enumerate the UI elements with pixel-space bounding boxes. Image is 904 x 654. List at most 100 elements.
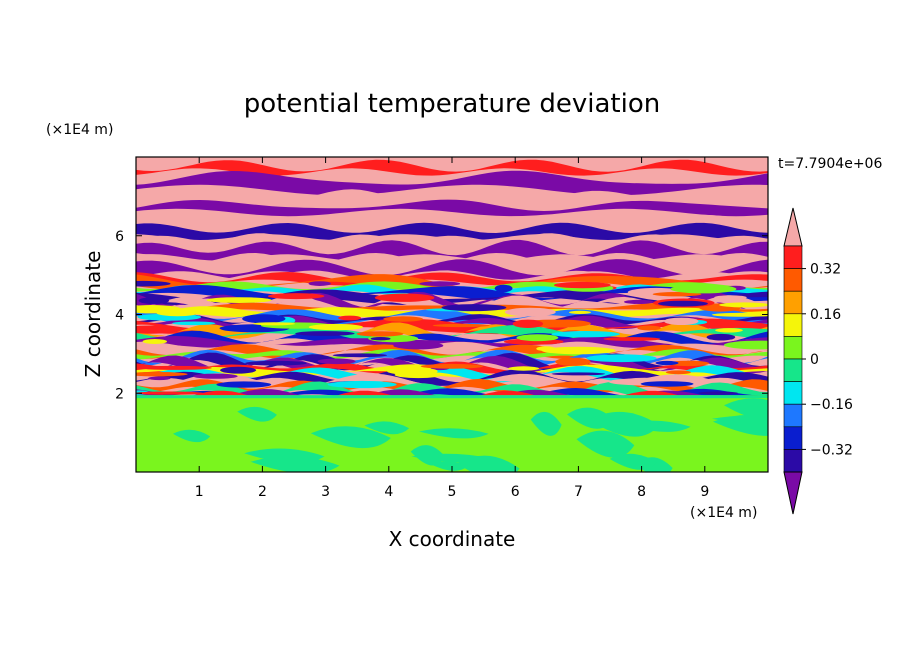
contour-blob <box>504 307 556 317</box>
contour-blob <box>559 290 589 299</box>
x-tick-label: 1 <box>195 484 204 500</box>
x-tick-label: 7 <box>574 484 583 500</box>
contour-blob <box>327 380 397 389</box>
contour-blob <box>664 317 699 325</box>
contour-blob <box>136 325 178 334</box>
lower-swirl <box>237 406 277 422</box>
contour-band <box>136 259 768 282</box>
contour-blob <box>172 321 216 326</box>
contour-blob <box>623 299 654 304</box>
lower-swirl <box>609 453 657 470</box>
lower-swirl <box>588 411 660 437</box>
contour-band <box>136 199 768 217</box>
contour-blob <box>714 295 747 300</box>
contour-blob <box>383 316 423 322</box>
contour-blob <box>252 322 296 326</box>
y-tick-label: 2 <box>115 386 124 402</box>
colorbar-extend-min <box>783 471 803 515</box>
colorbar-segment <box>783 449 803 473</box>
x-unit-label: (×1E4 m) <box>690 505 757 521</box>
contour-blob <box>551 331 620 338</box>
colorbar: 0.32 0.16 0 −0.16 −0.32 <box>783 207 853 515</box>
lower-swirl <box>430 460 468 471</box>
contour-field <box>136 157 768 472</box>
x-tick-label: 9 <box>700 484 709 500</box>
contour-blob <box>136 391 204 395</box>
contour-blob <box>494 284 513 293</box>
y-tick-label: 4 <box>115 308 124 324</box>
contour-blob <box>138 297 170 305</box>
colorbar-tick-label: −0.32 <box>810 442 853 458</box>
contour-blob <box>317 358 356 365</box>
x-axis: 1 2 3 4 5 6 7 8 9 <box>195 157 709 500</box>
colorbar-segment <box>783 336 803 360</box>
colorbar-tick-label: 0.16 <box>810 307 841 323</box>
contour-blob <box>555 357 591 366</box>
contour-band <box>136 222 768 240</box>
colorbar-segment <box>783 381 803 405</box>
contour-blob <box>670 284 737 294</box>
contour-blob <box>536 346 556 352</box>
contour-blob <box>541 346 616 355</box>
x-tick-label: 5 <box>448 484 457 500</box>
contour-blob <box>308 281 331 286</box>
contour-blob <box>216 381 272 388</box>
contour-blob <box>245 360 307 366</box>
colorbar-tick-label: 0.32 <box>810 262 841 278</box>
contour-blob <box>332 353 388 358</box>
lower-swirl <box>310 426 391 449</box>
contour-blob <box>719 302 768 308</box>
contour-blob <box>374 293 435 302</box>
contour-blob <box>206 297 272 303</box>
time-label: t=7.7904e+06 <box>778 156 882 172</box>
y-unit-label: (×1E4 m) <box>46 122 113 138</box>
contour-blob <box>640 381 694 387</box>
contour-blob <box>142 339 167 344</box>
contour-blob <box>603 337 661 341</box>
contour-blob <box>665 370 692 375</box>
contour-blob <box>512 319 544 328</box>
colorbar-segment <box>783 313 803 337</box>
contour-blob <box>667 360 710 367</box>
lower-swirl <box>411 453 492 463</box>
lower-swirl <box>712 414 768 436</box>
contour-blob <box>387 367 438 376</box>
contour-band <box>136 365 768 383</box>
contour-blob <box>267 293 325 300</box>
lower-swirl <box>364 421 410 435</box>
contour-band <box>136 159 768 176</box>
colorbar-segment <box>783 403 803 428</box>
colorbar-segment <box>783 290 803 315</box>
contour-blob <box>308 323 363 331</box>
contour-blob <box>242 314 286 324</box>
contour-band <box>136 272 768 286</box>
y-axis: 2 4 6 <box>115 229 768 402</box>
lower-layer-field <box>136 395 768 472</box>
contour-band <box>136 325 768 344</box>
contour-blob <box>137 365 212 370</box>
colorbar-segment <box>783 426 803 450</box>
contour-blob <box>393 341 444 350</box>
chart-title: potential temperature deviation <box>244 89 660 119</box>
contour-blob <box>551 372 606 376</box>
x-axis-label: X coordinate <box>389 527 516 551</box>
contour-blob <box>338 315 362 321</box>
colorbar-extend-max <box>783 207 803 247</box>
contour-blob <box>655 360 679 366</box>
lower-swirl <box>724 398 768 421</box>
contour-band <box>136 274 768 292</box>
contour-blob <box>420 363 483 369</box>
contour-blob <box>356 331 404 337</box>
lower-edge <box>136 395 768 399</box>
contour-blob <box>441 304 507 312</box>
contour-blob <box>637 325 661 331</box>
colorbar-segment <box>783 245 803 269</box>
x-tick-label: 8 <box>637 484 646 500</box>
contour-blob <box>432 323 490 328</box>
contour-band <box>136 189 768 206</box>
contour-band <box>136 170 768 196</box>
contour-blob <box>148 376 171 381</box>
lower-swirl <box>530 411 562 436</box>
contour-blob <box>136 280 171 287</box>
